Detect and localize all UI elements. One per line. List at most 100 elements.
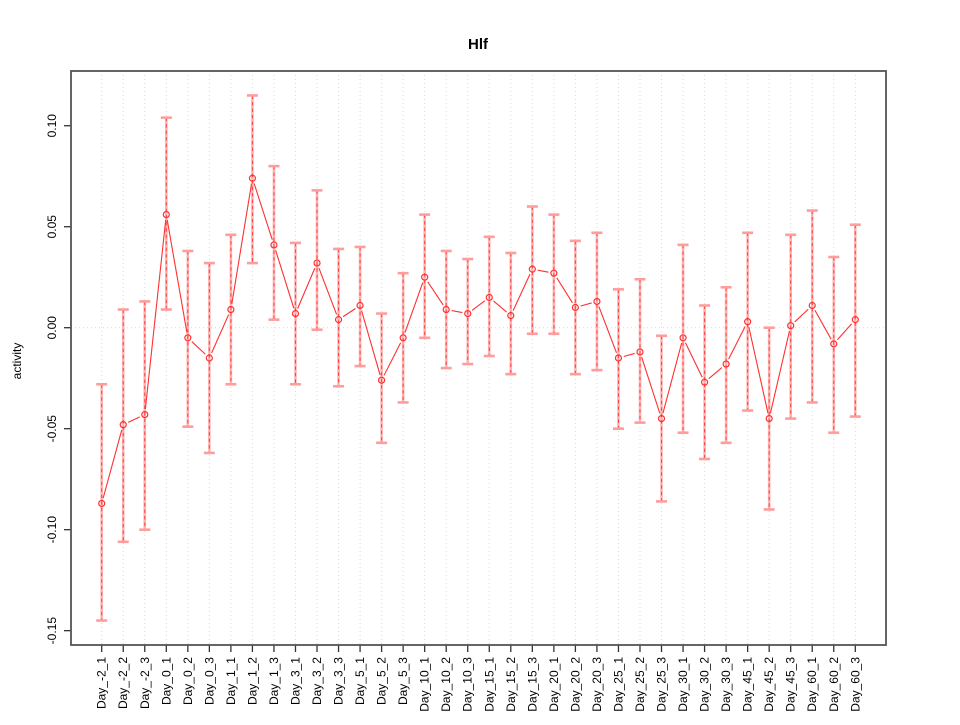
data-point — [765, 414, 773, 423]
x-tick-label: Day_5_1 — [353, 657, 367, 705]
x-tick-label: Day_15_3 — [525, 657, 539, 712]
x-tick-label: Day_45_2 — [762, 657, 776, 712]
x-tick-label: Day_1_2 — [245, 657, 259, 705]
x-tick-label: Day_-2_1 — [95, 657, 109, 709]
y-axis-title: activity — [10, 343, 24, 380]
data-point — [744, 318, 752, 326]
x-tick-label: Day_60_3 — [848, 657, 862, 712]
series-segment — [383, 342, 402, 376]
data-point — [507, 311, 515, 320]
data-point — [787, 322, 795, 330]
x-tick-label: Day_-2_3 — [138, 657, 152, 709]
x-tick-label: Day_-2_2 — [116, 657, 130, 709]
gridlines — [71, 71, 886, 645]
x-tick-label: Day_30_2 — [698, 657, 712, 712]
x-tick-label: Day_15_2 — [504, 657, 518, 712]
data-point — [119, 421, 127, 429]
data-point — [98, 499, 106, 508]
x-tick-label: Day_60_1 — [805, 657, 819, 712]
series-segment — [191, 341, 206, 355]
plot-border — [70, 70, 887, 646]
data-point — [399, 334, 407, 342]
data-point — [679, 334, 687, 342]
data-point — [141, 410, 149, 419]
x-tick-label: Day_20_1 — [547, 657, 561, 712]
x-tick-label: Day_45_1 — [741, 657, 755, 712]
x-tick-label: Day_30_1 — [676, 657, 690, 712]
x-tick-label: Day_20_3 — [590, 657, 604, 712]
x-tick-label: Day_10_3 — [461, 657, 475, 712]
series-segment — [404, 282, 424, 333]
data-point — [722, 360, 730, 368]
series-segment — [769, 330, 790, 414]
series-segment — [318, 268, 338, 315]
x-tick-label: Day_25_2 — [633, 657, 647, 712]
series-segment — [471, 300, 486, 311]
axis-labels: 0.10 0.05 0.00 -0.05 -0.10 -0.15 Day_-2_1 Day_-… — [45, 114, 862, 712]
series-segment — [728, 326, 746, 360]
data-point — [700, 378, 709, 386]
data-point — [550, 269, 558, 277]
series-segment — [556, 277, 573, 304]
data-point — [421, 273, 429, 281]
x-tick-label: Day_0_3 — [202, 657, 216, 705]
y-tick-label: -0.05 — [45, 415, 59, 443]
series-segment — [623, 352, 635, 358]
x-tick-label: Day_15_1 — [482, 657, 496, 712]
data-point — [205, 354, 213, 362]
series-segment — [512, 273, 531, 311]
x-tick-label: Day_5_3 — [396, 657, 410, 705]
x-tick-label: Day_1_1 — [224, 657, 238, 705]
series-line — [102, 183, 853, 499]
data-point — [291, 309, 300, 318]
x-tick-label: Day_10_1 — [418, 657, 432, 712]
data-point — [313, 259, 321, 267]
series-segment — [580, 302, 592, 307]
series-segment — [662, 342, 683, 414]
series-segment — [641, 357, 661, 414]
chart-title: Hlf — [468, 36, 489, 53]
series-segment — [598, 306, 618, 354]
series-segment — [708, 367, 723, 380]
x-tick-label: Day_3_2 — [310, 657, 324, 705]
y-tick-label: 0.05 — [45, 215, 59, 239]
y-tick-label: -0.15 — [45, 617, 59, 645]
x-tick-label: Day_0_1 — [159, 657, 173, 705]
x-tick-label: Day_60_2 — [827, 657, 841, 712]
data-point — [270, 241, 278, 249]
data-point — [334, 316, 343, 324]
data-point — [184, 334, 192, 342]
series-segment — [342, 308, 356, 318]
x-tick-label: Day_45_3 — [784, 657, 798, 712]
x-tick-label: Day_25_3 — [655, 657, 669, 712]
x-tick-label: Day_3_3 — [332, 657, 346, 705]
x-tick-label: Day_20_2 — [568, 657, 582, 712]
data-point — [614, 354, 623, 362]
series-segment — [427, 281, 444, 306]
data-point — [593, 297, 601, 306]
data-point — [442, 305, 450, 314]
series-segment — [253, 183, 273, 240]
x-tick-label: Day_10_2 — [439, 657, 453, 712]
data-point — [485, 293, 493, 302]
data-point — [571, 303, 579, 312]
series-points — [98, 174, 859, 508]
data-point — [657, 414, 666, 423]
y-tick-label: -0.10 — [45, 516, 59, 544]
series-segment — [537, 269, 549, 273]
x-tick-label: Day_30_3 — [719, 657, 733, 712]
data-point — [464, 309, 472, 318]
series-segment — [231, 183, 253, 305]
data-point — [808, 301, 816, 310]
x-tick-label: Day_5_2 — [375, 657, 389, 705]
x-tick-label: Day_3_1 — [288, 657, 302, 705]
series-segment — [794, 308, 809, 323]
series-segment — [837, 323, 853, 341]
series-segment — [275, 249, 295, 309]
data-point — [851, 316, 859, 324]
series-segment — [127, 416, 141, 423]
data-point — [356, 301, 364, 310]
axis-ticks — [64, 125, 856, 652]
